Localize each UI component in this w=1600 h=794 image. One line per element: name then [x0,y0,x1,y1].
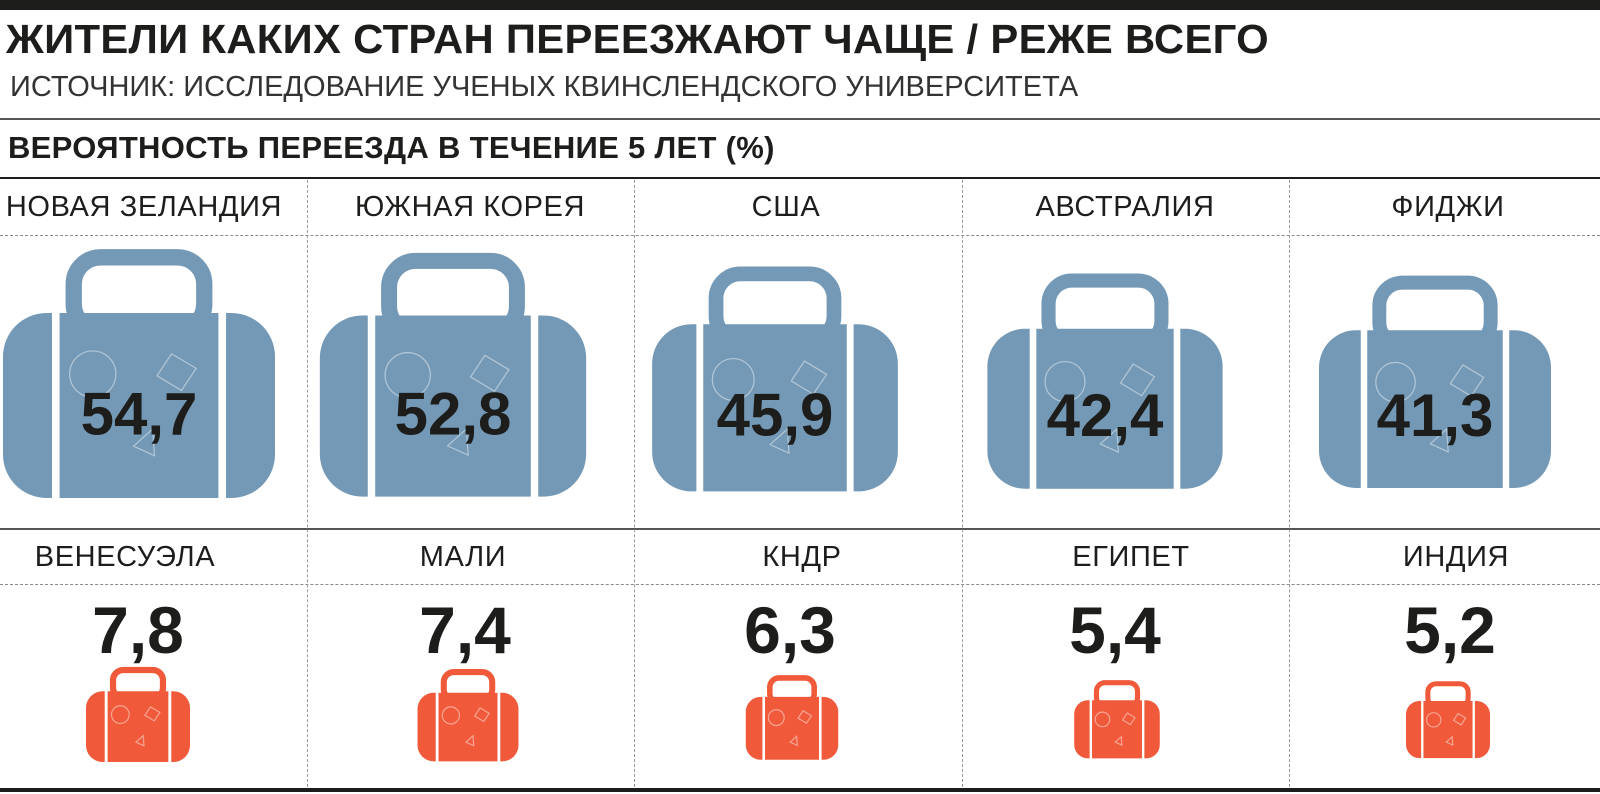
divider [0,118,1600,120]
data-label: 52,8 [395,381,512,448]
grid-line [0,584,1600,585]
bar-suitcase [745,675,839,761]
divider [0,177,1600,179]
grid-line [634,180,635,787]
grid-line [0,235,1600,236]
top-rule [0,0,1600,10]
data-label: 45,9 [717,381,834,448]
country-label: ВЕНЕСУЭЛА [34,541,216,573]
grid-line [962,180,963,787]
bar-suitcase: 42,4 [987,273,1223,490]
divider [0,528,1600,530]
bar-suitcase [417,669,519,763]
bar-suitcase [1406,681,1490,760]
data-label: 6,3 [744,593,836,667]
bar-suitcase: 54,7 [3,249,275,499]
chart-subtitle: ВЕРОЯТНОСТЬ ПЕРЕЕЗДА В ТЕЧЕНИЕ 5 ЛЕТ (%) [8,130,775,165]
country-label: МАЛИ [419,541,507,573]
grid-line [1289,180,1290,787]
data-label: 54,7 [81,380,198,447]
country-label: ИНДИЯ [1402,541,1510,573]
country-label: АВСТРАЛИЯ [1035,191,1215,223]
bar-suitcase: 52,8 [319,252,587,498]
country-label: ЕГИПЕТ [1072,541,1190,573]
data-label: 5,4 [1069,593,1161,667]
source-note: ИСТОЧНИК: ИССЛЕДОВАНИЕ УЧЕНЫХ КВИНСЛЕНДС… [10,71,1079,103]
country-label: НОВАЯ ЗЕЛАНДИЯ [5,191,283,223]
country-label: КНДР [762,541,842,573]
bar-suitcase [86,666,190,763]
grid-line [307,180,308,787]
bottom-rule [0,788,1600,792]
country-label: ЮЖНАЯ КОРЕЯ [354,191,586,223]
data-label: 5,2 [1404,593,1496,667]
data-label: 41,3 [1377,382,1494,449]
country-label: США [751,191,821,223]
bar-suitcase: 41,3 [1319,275,1551,489]
country-label: ФИДЖИ [1391,191,1505,223]
bar-suitcase: 45,9 [652,266,898,493]
chart-title: ЖИТЕЛИ КАКИХ СТРАН ПЕРЕЕЗЖАЮТ ЧАЩЕ / РЕЖ… [6,16,1269,62]
data-label: 42,4 [1047,382,1164,449]
bar-suitcase [1074,680,1160,760]
data-label: 7,8 [92,593,184,667]
data-label: 7,4 [419,593,511,667]
